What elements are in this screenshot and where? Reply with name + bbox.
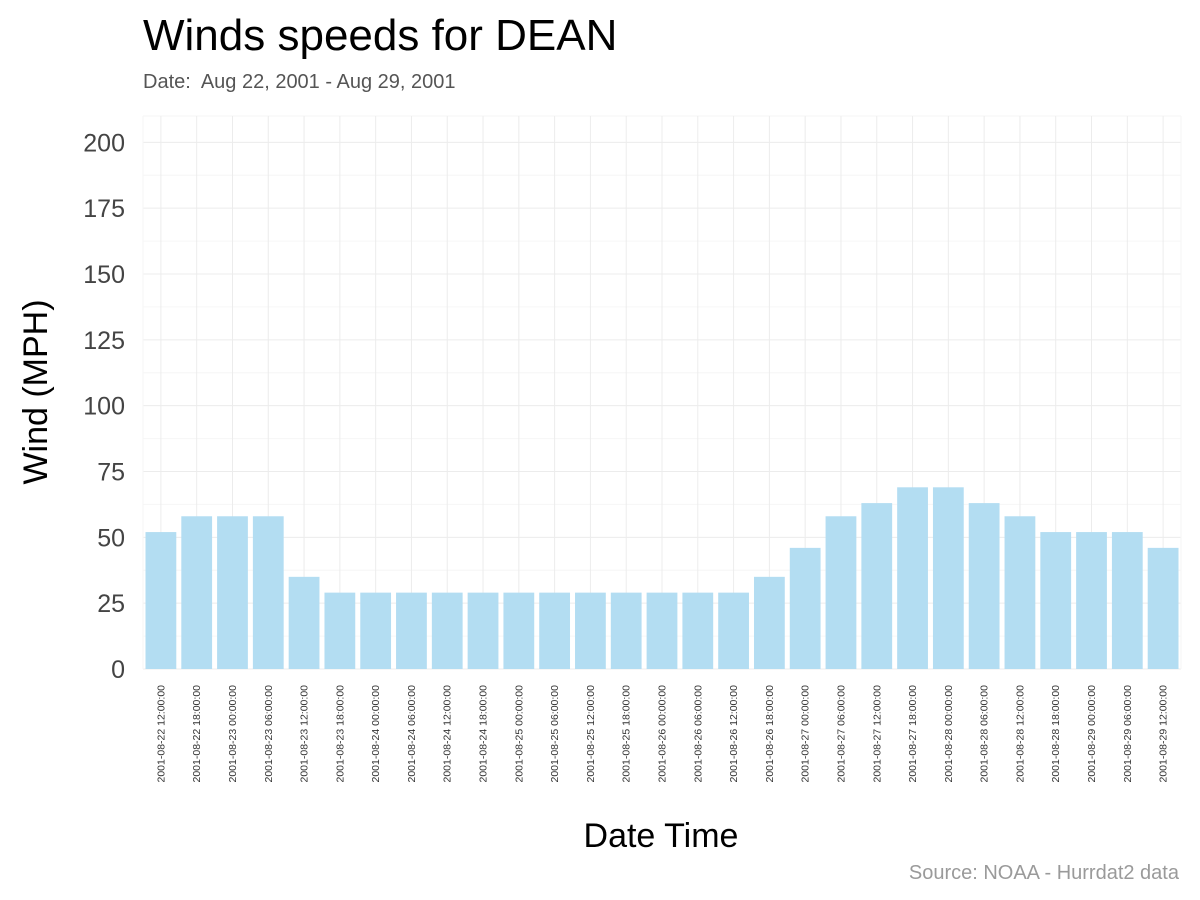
chart-subtitle: Date: Aug 22, 2001 - Aug 29, 2001: [143, 71, 456, 93]
y-tick-label: 75: [97, 459, 125, 487]
x-tick-label: 2001-08-23 12:00:00: [299, 685, 311, 783]
x-tick-label: 2001-08-24 12:00:00: [442, 685, 454, 783]
x-tick-label: 2001-08-25 18:00:00: [621, 685, 633, 783]
bar: [825, 516, 857, 669]
x-tick-label: 2001-08-26 18:00:00: [764, 685, 776, 783]
bar: [252, 516, 284, 669]
y-tick-label: 100: [83, 393, 125, 421]
x-tick-label: 2001-08-22 12:00:00: [155, 685, 167, 783]
bar: [610, 592, 642, 669]
y-axis-ticks: 0 25 50 75 100 125 150 175 200: [83, 129, 125, 684]
x-axis-title: Date Time: [584, 817, 739, 855]
bar: [932, 487, 964, 669]
y-tick-label: 150: [83, 261, 125, 289]
x-tick-label: 2001-08-26 06:00:00: [692, 685, 704, 783]
bar: [861, 503, 893, 669]
x-tick-label: 2001-08-23 00:00:00: [227, 685, 239, 783]
x-tick-label: 2001-08-28 06:00:00: [979, 685, 991, 783]
bar: [897, 487, 928, 669]
x-tick-label: 2001-08-25 12:00:00: [585, 685, 597, 783]
bar: [1147, 547, 1179, 669]
bar: [288, 576, 320, 669]
x-tick-label: 2001-08-24 18:00:00: [478, 685, 490, 783]
bar: [145, 532, 177, 669]
chart-caption: Source: NOAA - Hurrdat2 data: [908, 862, 1179, 884]
bars: [145, 487, 1179, 669]
x-tick-label: 2001-08-24 06:00:00: [406, 685, 418, 783]
y-tick-label: 175: [83, 195, 125, 223]
x-tick-label: 2001-08-22 18:00:00: [191, 685, 203, 783]
x-tick-label: 2001-08-27 12:00:00: [871, 685, 883, 783]
chart-title: Winds speeds for DEAN: [143, 11, 618, 60]
x-tick-label: 2001-08-23 18:00:00: [334, 685, 346, 783]
bar: [789, 547, 821, 669]
x-tick-label: 2001-08-26 00:00:00: [657, 685, 669, 783]
x-tick-label: 2001-08-29 12:00:00: [1158, 685, 1170, 783]
x-tick-label: 2001-08-29 06:00:00: [1122, 685, 1134, 783]
bar: [217, 516, 248, 669]
x-tick-label: 2001-08-27 00:00:00: [800, 685, 812, 783]
y-tick-label: 50: [97, 524, 125, 552]
x-tick-label: 2001-08-26 12:00:00: [728, 685, 740, 783]
bar: [575, 592, 606, 669]
bar: [539, 592, 571, 669]
bar: [467, 592, 499, 669]
x-tick-label: 2001-08-25 00:00:00: [513, 685, 525, 783]
bar: [1111, 532, 1143, 669]
bar: [181, 516, 213, 669]
y-tick-label: 200: [83, 129, 125, 157]
bar: [682, 592, 714, 669]
x-tick-label: 2001-08-28 18:00:00: [1050, 685, 1062, 783]
x-tick-label: 2001-08-24 00:00:00: [370, 685, 382, 783]
x-tick-label: 2001-08-27 18:00:00: [907, 685, 919, 783]
bar: [646, 592, 678, 669]
x-tick-label: 2001-08-23 06:00:00: [263, 685, 275, 783]
y-tick-label: 25: [97, 590, 125, 618]
bar: [968, 503, 1000, 669]
bar: [431, 592, 463, 669]
bar: [360, 592, 392, 669]
bar: [753, 576, 785, 669]
bar: [1004, 516, 1036, 669]
bar: [324, 592, 356, 669]
x-axis-ticks: 2001-08-22 12:00:00 2001-08-22 18:00:00 20…: [155, 685, 1169, 783]
x-tick-label: 2001-08-25 06:00:00: [549, 685, 561, 783]
bar: [503, 592, 535, 669]
y-axis-title: Wind (MPH): [17, 299, 55, 484]
y-tick-label: 125: [83, 327, 125, 355]
bar: [396, 592, 427, 669]
x-tick-label: 2001-08-28 00:00:00: [943, 685, 955, 783]
x-tick-label: 2001-08-27 06:00:00: [835, 685, 847, 783]
x-tick-label: 2001-08-29 00:00:00: [1086, 685, 1098, 783]
y-tick-label: 0: [111, 656, 125, 684]
bar: [1040, 532, 1072, 669]
bar: [718, 592, 749, 669]
bar: [1076, 532, 1107, 669]
x-tick-label: 2001-08-28 12:00:00: [1014, 685, 1026, 783]
